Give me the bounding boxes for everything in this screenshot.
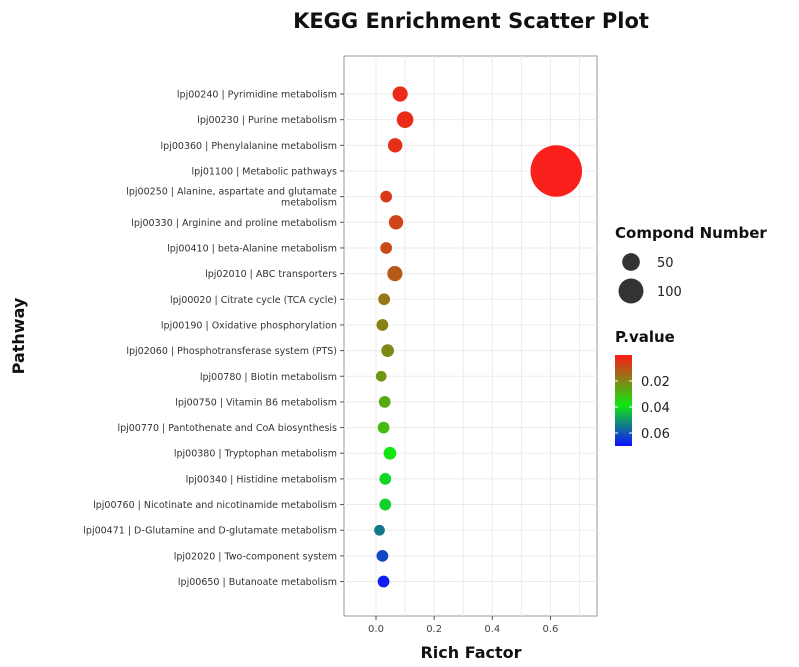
- y-tick-label-line: lpj00020 | Citrate cycle (TCA cycle): [170, 295, 337, 306]
- y-tick-label: lpj00190 | Oxidative phosphorylation: [161, 320, 337, 331]
- y-tick-label: lpj00230 | Purine metabolism: [197, 115, 337, 126]
- y-tick-label-line: lpj01100 | Metabolic pathways: [192, 166, 338, 177]
- y-tick-label-line: lpj02060 | Phosphotransferase system (PT…: [126, 346, 337, 357]
- y-tick-label-line: lpj00471 | D-Glutamine and D-glutamate m…: [83, 526, 337, 537]
- size-legend-title: Compond Number: [615, 224, 767, 242]
- y-tick-label: lpj02010 | ABC transporters: [205, 269, 337, 280]
- x-tick-label: 0.2: [426, 624, 442, 635]
- x-axis-title: Rich Factor: [420, 643, 521, 662]
- color-legend: P.value 0.02 0.04 0.06: [615, 328, 675, 446]
- color-legend-title: P.value: [615, 328, 675, 346]
- data-point: [380, 190, 393, 203]
- data-point: [375, 370, 387, 382]
- y-tick-label-line: lpj02010 | ABC transporters: [205, 269, 337, 280]
- data-points: [374, 86, 583, 588]
- data-point: [392, 86, 408, 102]
- size-legend-label: 100: [657, 285, 682, 300]
- y-tick-label-line: lpj00410 | beta-Alanine metabolism: [167, 243, 337, 254]
- y-tick-label: lpj00250 | Alanine, aspartate and glutam…: [126, 187, 337, 209]
- size-legend: Compond Number 50 100: [615, 224, 767, 304]
- y-axis-labels: lpj00240 | Pyrimidine metabolism lpj00230…: [83, 90, 337, 589]
- y-tick-label-line: lpj02020 | Two-component system: [174, 551, 337, 562]
- data-point: [376, 319, 389, 331]
- y-tick-label: lpj00760 | Nicotinate and nicotinamide m…: [93, 500, 337, 511]
- y-tick-label-line: lpj00360 | Phenylalanine metabolism: [161, 141, 337, 152]
- data-point: [377, 421, 390, 434]
- y-tick-label: lpj00360 | Phenylalanine metabolism: [161, 141, 337, 152]
- chart-title: KEGG Enrichment Scatter Plot: [293, 9, 649, 33]
- y-tick-label: lpj00240 | Pyrimidine metabolism: [177, 90, 337, 101]
- x-tick-label: 0.4: [484, 624, 500, 635]
- x-tick-label: 0.6: [543, 624, 559, 635]
- size-legend-label: 50: [657, 256, 674, 271]
- y-tick-label-line: lpj00240 | Pyrimidine metabolism: [177, 90, 337, 101]
- data-point: [378, 396, 391, 408]
- data-point: [379, 473, 392, 485]
- y-tick-label-line: lpj00760 | Nicotinate and nicotinamide m…: [93, 500, 337, 511]
- x-axis-ticks: 0.0 0.2 0.4 0.6: [368, 616, 558, 635]
- color-bar: [615, 355, 632, 446]
- y-tick-label-line: metabolism: [281, 198, 337, 209]
- y-tick-label-line: lpj00750 | Vitamin B6 metabolism: [175, 397, 337, 408]
- data-point: [396, 111, 414, 128]
- y-tick-label: lpj02060 | Phosphotransferase system (PT…: [126, 346, 337, 357]
- data-point: [387, 266, 403, 282]
- data-point: [530, 145, 583, 197]
- data-point: [374, 524, 385, 536]
- y-tick-label: lpj00380 | Tryptophan metabolism: [174, 449, 337, 460]
- data-point: [379, 498, 392, 511]
- y-tick-label-line: lpj00340 | Histidine metabolism: [186, 474, 337, 485]
- y-tick-label: lpj01100 | Metabolic pathways: [192, 166, 338, 177]
- data-point: [388, 215, 404, 230]
- y-tick-label-line: lpj00250 | Alanine, aspartate and glutam…: [126, 187, 337, 198]
- y-tick-label-line: lpj00330 | Arginine and proline metaboli…: [131, 218, 337, 229]
- data-point: [383, 446, 397, 460]
- color-legend-label: 0.06: [641, 427, 670, 442]
- y-tick-label: lpj00471 | D-Glutamine and D-glutamate m…: [83, 526, 337, 537]
- color-legend-ticks: 0.02 0.04 0.06: [615, 375, 670, 442]
- data-point: [381, 344, 394, 357]
- y-tick-label: lpj00650 | Butanoate metabolism: [178, 577, 337, 588]
- x-tick-label: 0.0: [368, 624, 384, 635]
- y-tick-label-line: lpj00770 | Pantothenate and CoA biosynth…: [117, 423, 337, 434]
- color-legend-label: 0.04: [641, 401, 670, 416]
- y-tick-label-line: lpj00780 | Biotin metabolism: [200, 372, 337, 383]
- size-legend-items: 50 100: [618, 253, 682, 304]
- y-tick-label-line: lpj00190 | Oxidative phosphorylation: [161, 320, 337, 331]
- data-point: [376, 550, 389, 562]
- y-tick-label: lpj00340 | Histidine metabolism: [186, 474, 337, 485]
- y-tick-label: lpj00750 | Vitamin B6 metabolism: [175, 397, 337, 408]
- y-tick-label-line: lpj00230 | Purine metabolism: [197, 115, 337, 126]
- y-tick-label: lpj00330 | Arginine and proline metaboli…: [131, 218, 337, 229]
- y-tick-label: lpj02020 | Two-component system: [174, 551, 337, 562]
- y-tick-label-line: lpj00380 | Tryptophan metabolism: [174, 449, 337, 460]
- y-tick-label: lpj00780 | Biotin metabolism: [200, 372, 337, 383]
- color-legend-label: 0.02: [641, 375, 670, 390]
- data-point: [387, 138, 403, 153]
- y-tick-label: lpj00770 | Pantothenate and CoA biosynth…: [117, 423, 337, 434]
- y-tick-label: lpj00410 | beta-Alanine metabolism: [167, 243, 337, 254]
- data-point: [377, 575, 390, 588]
- y-tick-label-line: lpj00650 | Butanoate metabolism: [178, 577, 337, 588]
- size-legend-circle: [622, 253, 640, 271]
- y-axis-ticks: [340, 93, 344, 583]
- y-axis-title: Pathway: [9, 297, 28, 374]
- data-point: [378, 293, 391, 306]
- size-legend-circle: [618, 278, 644, 304]
- data-point: [380, 242, 393, 254]
- y-tick-label: lpj00020 | Citrate cycle (TCA cycle): [170, 295, 337, 306]
